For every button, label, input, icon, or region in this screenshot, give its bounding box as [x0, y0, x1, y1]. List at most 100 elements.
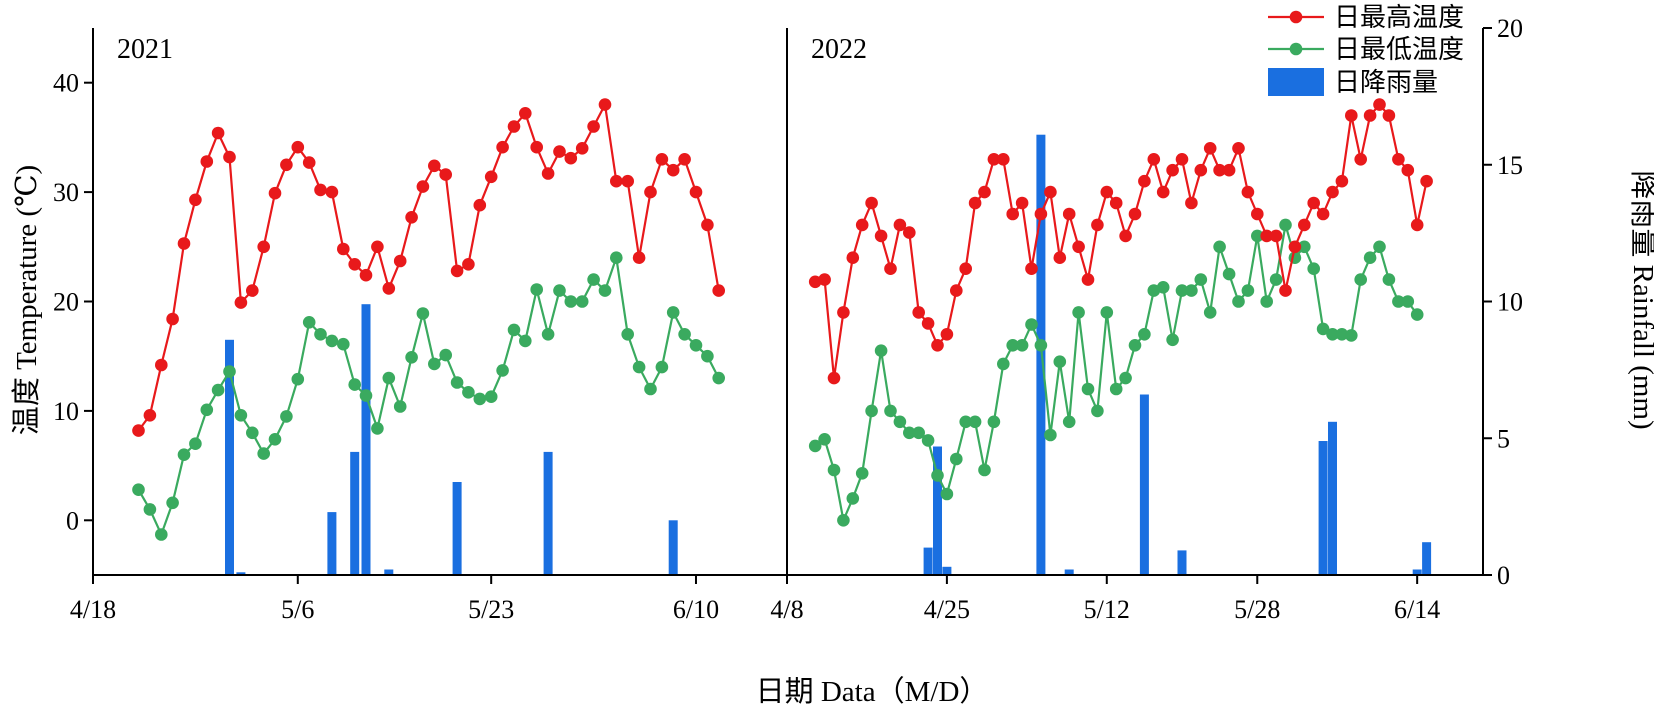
max-temp-point — [1420, 174, 1433, 188]
rain-bar — [923, 547, 933, 575]
x-tick-label: 5/12 — [1084, 595, 1130, 624]
max-temp-point — [632, 251, 646, 264]
max-temp-point — [1138, 174, 1151, 188]
min-temp-point — [280, 410, 293, 423]
max-temp-point — [1298, 218, 1311, 232]
max-temp-point — [1213, 163, 1226, 177]
max-temp-point — [846, 251, 860, 264]
rain-bar — [1422, 542, 1432, 575]
min-temp-point — [712, 371, 725, 385]
min-temp-point — [1072, 306, 1085, 319]
min-temp-point — [1194, 273, 1208, 286]
max-temp-point — [1185, 196, 1198, 210]
max-temp-point — [132, 424, 145, 437]
rain-bar — [384, 569, 394, 575]
min-temp-point — [1166, 333, 1179, 347]
min-temp-point — [1382, 273, 1396, 286]
max-temp-point — [223, 150, 236, 164]
min-temp-point — [302, 316, 316, 329]
min-temp-point — [416, 307, 430, 320]
max-temp-point — [1345, 109, 1358, 122]
min-temp-point — [314, 328, 327, 341]
left-y-tick-label: 10 — [53, 397, 79, 426]
rain-bar — [236, 572, 246, 575]
min-temp-point — [846, 492, 860, 505]
max-temp-point — [931, 339, 944, 352]
x-tick-label: 4/8 — [770, 595, 803, 624]
max-temp-point — [1354, 153, 1367, 166]
min-temp-point — [462, 386, 475, 399]
min-temp-point — [808, 439, 822, 453]
max-temp-point — [1194, 163, 1208, 177]
min-temp-line — [137, 257, 720, 538]
max-temp-point — [1382, 109, 1396, 122]
max-temp-point — [1373, 98, 1386, 111]
x-tick-label: 4/25 — [924, 595, 970, 624]
min-temp-point — [189, 437, 202, 451]
max-temp-point — [893, 218, 907, 232]
min-temp-point — [291, 372, 305, 386]
min-temp-point — [1044, 428, 1057, 442]
rain-bar — [543, 451, 553, 575]
min-temp-point — [1392, 295, 1405, 308]
max-temp-point — [818, 273, 831, 286]
min-temp-point — [519, 334, 532, 348]
legend-label: 日最低温度 — [1334, 35, 1464, 64]
min-temp-point — [166, 496, 179, 510]
max-temp-point — [1128, 207, 1142, 221]
min-temp-point — [931, 469, 944, 482]
max-temp-point — [484, 170, 498, 184]
min-temp-point — [234, 409, 248, 422]
max-temp-point — [530, 140, 543, 154]
max-temp-point — [1166, 163, 1179, 177]
min-temp-point — [827, 463, 841, 477]
min-temp-point — [610, 251, 623, 264]
max-temp-point — [808, 275, 822, 289]
legend-label: 日降雨量 — [1334, 68, 1438, 97]
min-temp-point — [564, 295, 578, 308]
max-temp-point — [382, 282, 396, 295]
min-temp-point — [655, 360, 669, 374]
min-temp-point — [1081, 382, 1095, 396]
max-temp-point — [416, 180, 430, 193]
min-temp-point — [1241, 284, 1255, 297]
max-temp-point — [1109, 196, 1123, 210]
max-temp-point — [1015, 196, 1029, 210]
max-temp-point — [348, 258, 362, 271]
min-temp-point — [1015, 339, 1029, 352]
min-temp-point — [1307, 262, 1320, 276]
min-temp-point — [689, 339, 703, 352]
rain-bar — [1139, 394, 1149, 575]
max-temp-point — [1053, 251, 1067, 264]
min-temp-point — [666, 306, 680, 319]
left-y-axis-title: 温度 Temperature (℃) — [10, 165, 43, 435]
left-y-tick-label: 20 — [53, 288, 79, 317]
right-y-tick-label: 0 — [1497, 561, 1510, 590]
max-temp-point — [337, 242, 350, 256]
max-temp-point — [1222, 163, 1236, 177]
min-temp-point — [1053, 355, 1067, 369]
min-temp-point — [1119, 371, 1132, 385]
x-tick-label: 6/14 — [1394, 595, 1440, 624]
min-temp-point — [959, 415, 972, 429]
rain-bar — [1318, 441, 1328, 575]
max-temp-point — [1392, 153, 1405, 166]
max-temp-point — [1401, 163, 1415, 177]
rain-bar — [350, 451, 360, 575]
x-tick-label: 4/18 — [70, 595, 116, 624]
min-temp-point — [912, 426, 925, 440]
left-y-tick-label: 30 — [53, 178, 79, 207]
min-temp-point — [978, 463, 991, 477]
min-temp-point — [1034, 339, 1048, 352]
left-y-tick-label: 40 — [53, 69, 79, 98]
min-temp-point — [553, 284, 566, 297]
max-temp-point — [1335, 174, 1349, 188]
max-temp-point — [689, 185, 703, 199]
right-y-tick-label: 15 — [1497, 151, 1523, 180]
min-temp-point — [132, 483, 145, 497]
min-temp-point — [997, 357, 1010, 371]
min-temp-point — [246, 426, 259, 440]
max-temp-point — [1363, 109, 1377, 122]
min-temp-point — [405, 351, 418, 364]
